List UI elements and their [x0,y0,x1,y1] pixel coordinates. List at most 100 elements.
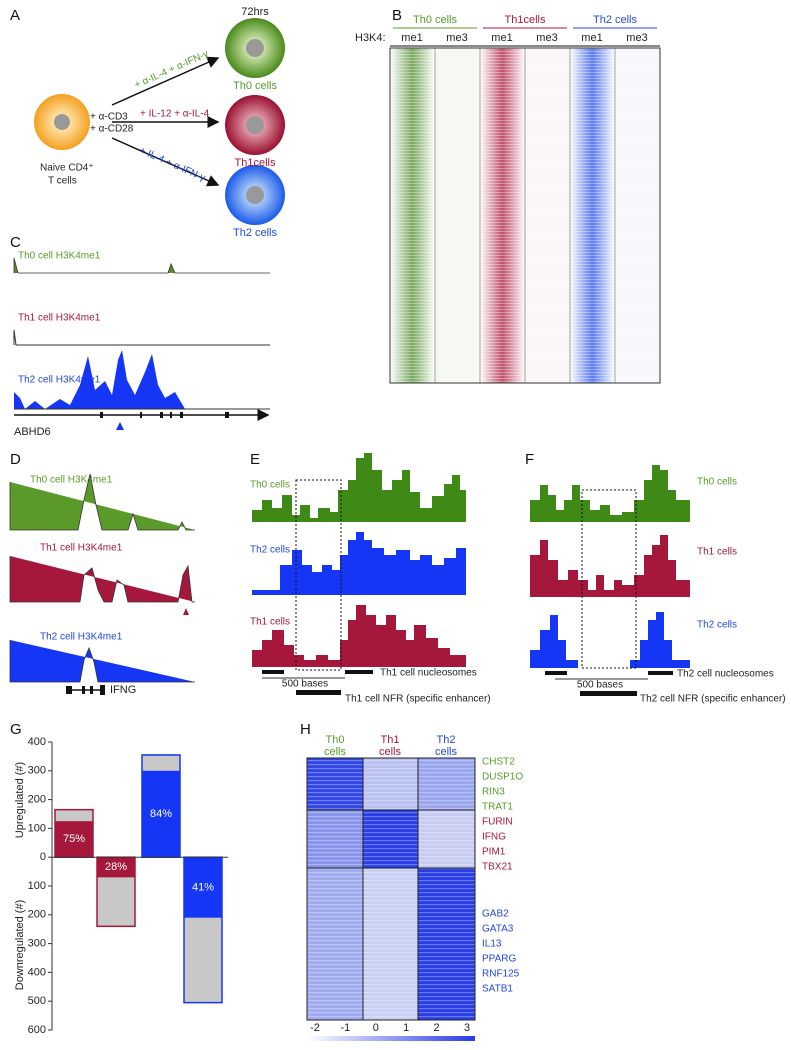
axis-title: Upregulated (#) [14,762,26,838]
track-label: Th2 cells [697,620,737,631]
gene-label: TRAT1 [482,802,513,813]
column-label: me3 [536,32,557,44]
y-tick-label: 100 [28,822,46,834]
gene-label: IFNG [482,832,506,843]
column-label: me1 [401,32,422,44]
track [9,473,195,531]
track [9,640,195,683]
cell-label: Th2 cells [233,227,278,239]
mark-label: H3K4: [355,32,386,44]
track-label: Th0 cell H3K4me1 [30,475,113,486]
track-label: Th1 cell H3K4me1 [40,543,123,554]
nfr-bar [580,691,637,696]
track-label: Th2 cell H3K4me1 [40,632,123,643]
marker [183,608,189,615]
panel-label: E [250,451,260,468]
arrow [111,137,220,187]
panel-g: Upregulated (#) Downregulated (#) [14,762,26,990]
y-tick-label: 300 [28,765,46,777]
gene-label: ABHD6 [14,426,51,438]
cell-label: T cells [48,176,77,187]
nucleosome [545,671,567,675]
exon [66,685,105,695]
track-label: Th1 cells [250,617,290,628]
panel-a: 72hrs + α-CD3 + α-CD28 Naive CD4⁺ T cell… [34,6,285,239]
nucleus [246,186,264,204]
scale-label: 500 bases [577,680,623,691]
color-scale [307,1036,475,1041]
bar [142,770,180,858]
scale-tick-label: -1 [341,1022,351,1034]
heatmap-texture [307,758,475,1020]
y-tick-label: 0 [40,851,46,863]
track [530,612,690,668]
gene-label: SATB1 [482,984,513,995]
gene-label: DUSP1O [482,772,523,783]
annotation: Th1 cell nucleosomes [380,668,477,679]
track [530,535,690,597]
scale-tick-label: 3 [464,1022,470,1034]
column-label: cells [435,746,458,758]
column-label: cells [324,746,347,758]
group-label: Th1cells [505,14,546,26]
track [14,350,270,409]
bar [97,857,135,878]
cell-label: Naive CD4⁺ [40,163,94,174]
nucleus [246,39,264,57]
y-tick-label: 200 [28,909,46,921]
y-tick-label: 100 [28,880,46,892]
y-tick-label: 300 [28,938,46,950]
panel-d: Th0 cell H3K4me1 Th1 cell H3K4me1 Th2 ce… [9,473,195,696]
column-label: me1 [581,32,602,44]
column-label: cells [379,746,402,758]
bar [55,821,93,858]
track [13,257,270,274]
track [13,329,270,346]
bar-label: 41% [192,881,214,893]
nucleosome [262,670,284,674]
nucleosome [345,670,373,674]
gene-label: TBX21 [482,862,513,873]
bar-label: 84% [150,808,172,820]
track [9,556,195,603]
column-label: me3 [446,32,467,44]
gene-label: GATA3 [482,924,514,935]
y-tick-label: 200 [28,794,46,806]
y-tick-label: 600 [28,1024,46,1036]
track-label: Th0 cells [697,477,737,488]
column-label: me1 [491,32,512,44]
condition: + α-IL-4 + α-IFN-γ [133,49,210,92]
column-label: Th2 [437,734,456,746]
y-tick-label: 400 [28,966,46,978]
y-tick-label: 500 [28,995,46,1007]
heatmap-grid [306,757,476,1021]
condition: + IL-12 + α-IL-4 [140,109,210,120]
nfr-bar [296,690,341,695]
panel-e: Th0 cells Th2 cells Th1 cells Th1 cell n… [250,453,491,705]
panel-label: A [10,7,20,24]
highlight-box [295,479,342,671]
panel-label: G [10,721,22,738]
track-label: Th0 cells [250,480,290,491]
scale-label: 500 bases [282,679,328,690]
scale-tick-label: 2 [434,1022,440,1034]
column-label: Th1 [381,734,400,746]
arrow [111,56,220,106]
scale-tick-label: 1 [403,1022,409,1034]
track [252,453,466,522]
group-label: Th2 cells [593,14,638,26]
track-label: Th2 cell H3K4me1 [18,375,101,386]
gene-label: IL13 [482,939,502,950]
column-label: me3 [626,32,647,44]
time-label: 72hrs [241,6,269,18]
track [252,532,466,595]
heatmap-divider [434,48,616,383]
stimulus: + α-CD28 [90,124,134,135]
bar-label: 28% [105,861,127,873]
gene-label: FURIN [482,817,513,828]
track [530,465,690,522]
marker [116,422,124,430]
gene-label: PPARG [482,954,516,965]
nucleus [54,114,70,130]
gene-label: RIN3 [482,787,505,798]
